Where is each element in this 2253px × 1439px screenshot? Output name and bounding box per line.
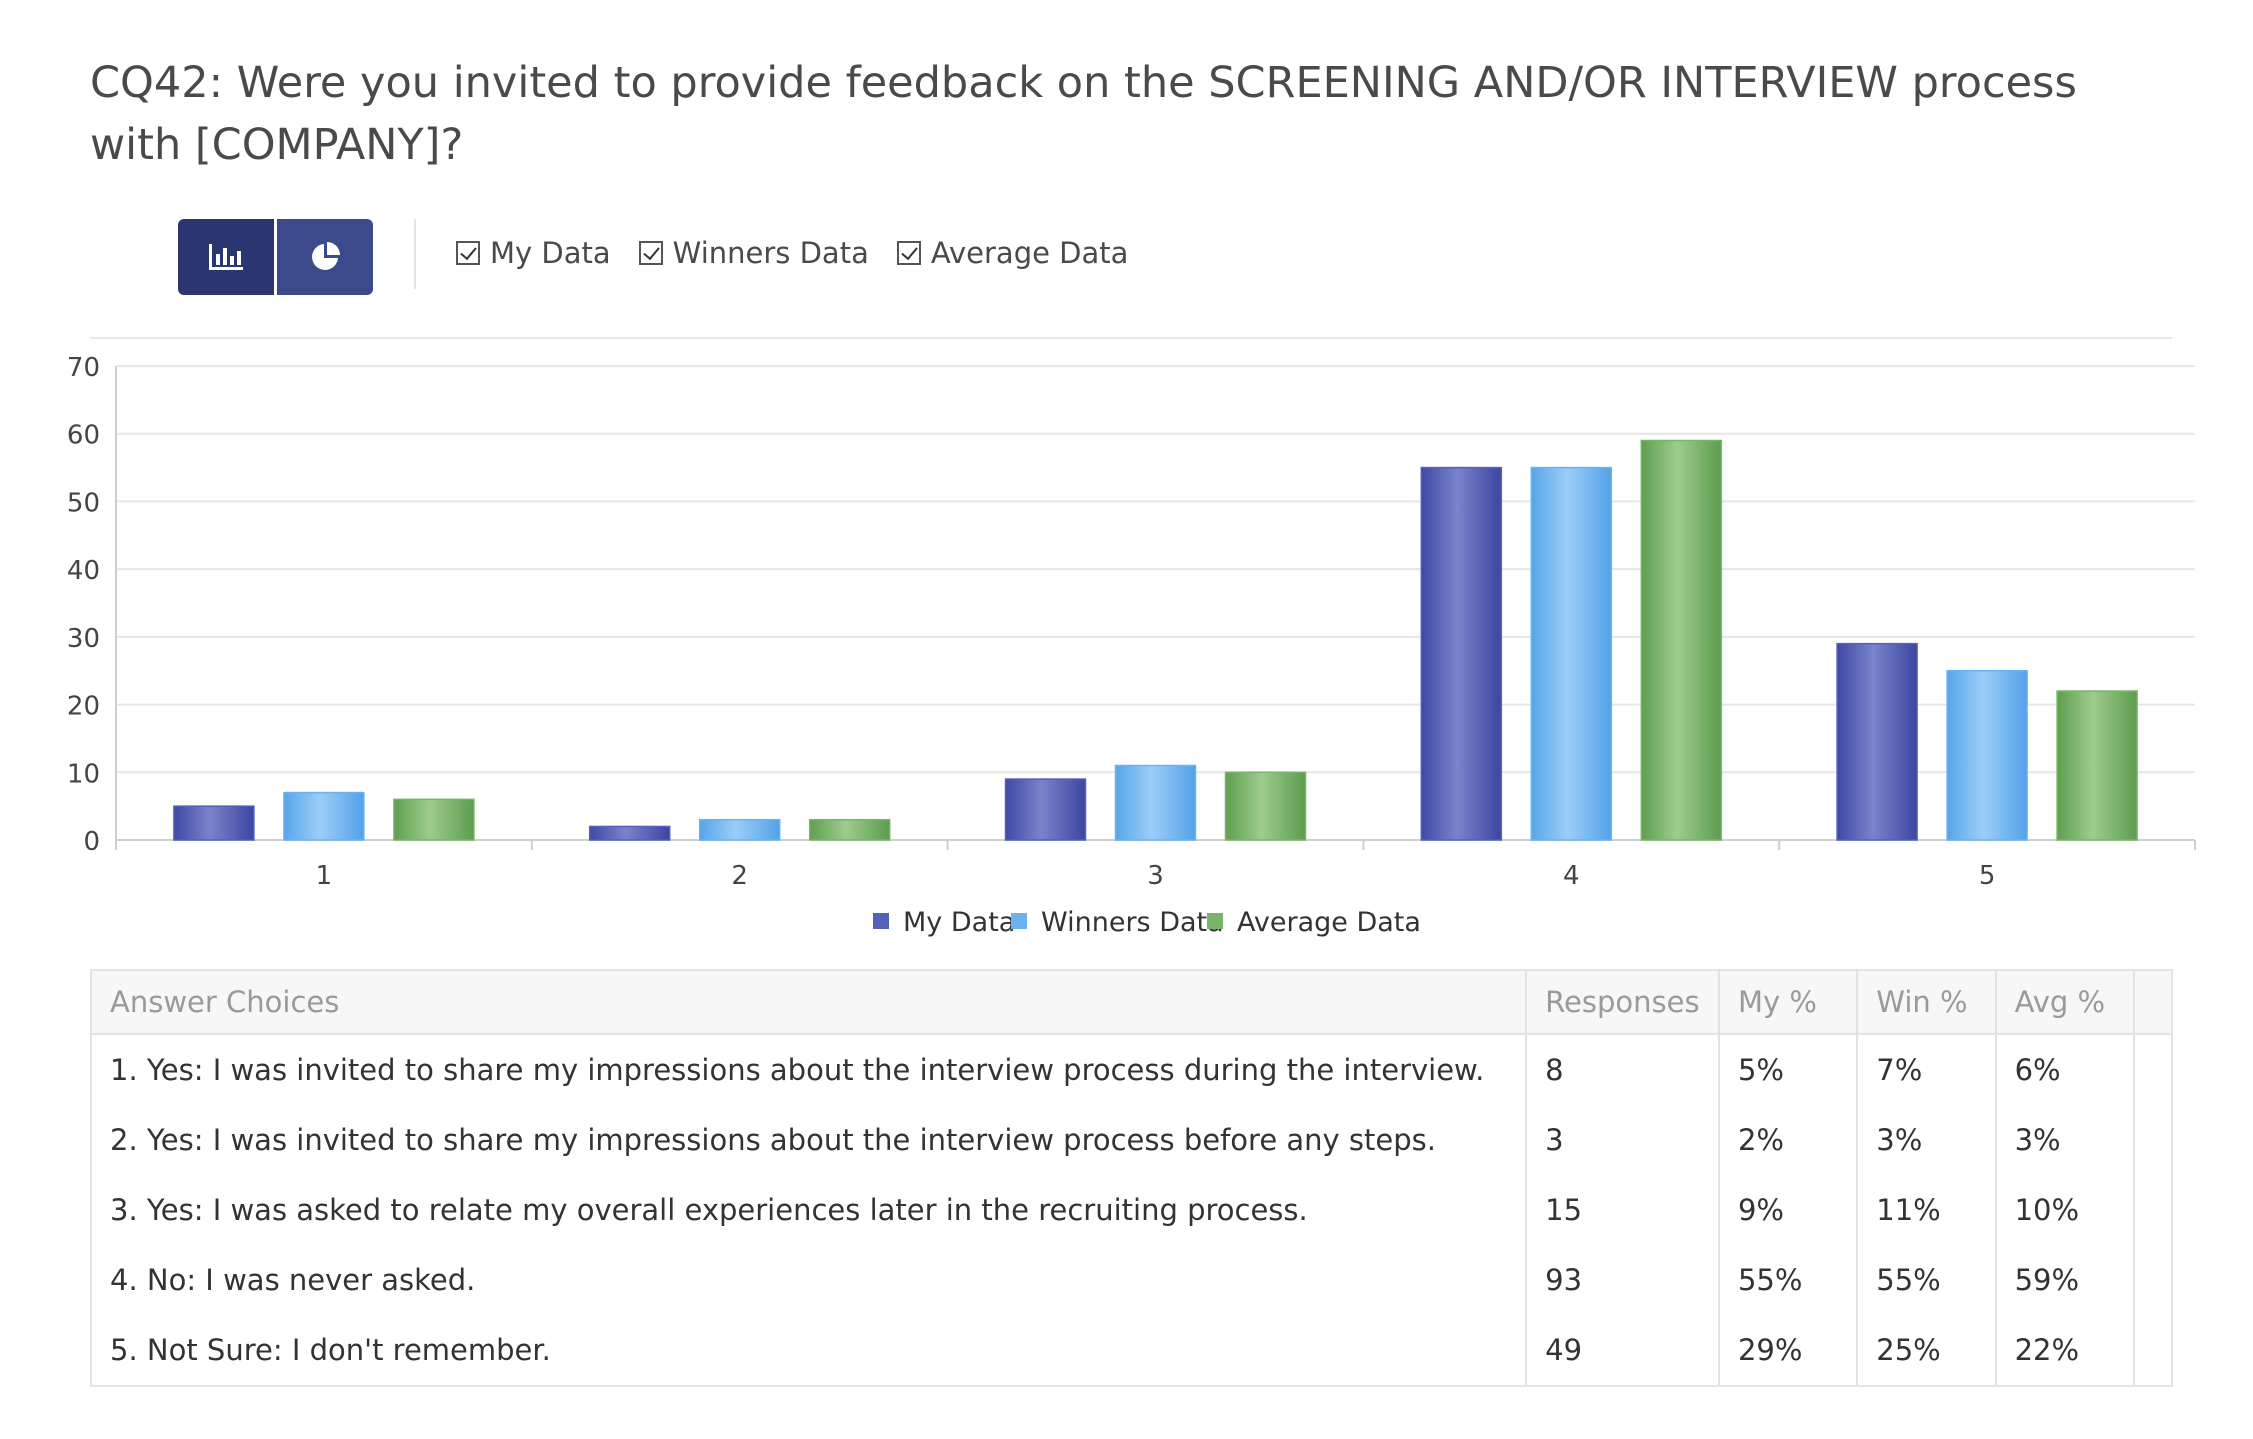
legend-label: Average Data <box>1237 907 1421 938</box>
table-row: 5. Not Sure: I don't remember. 49 29% 25… <box>89 1315 2174 1387</box>
bar-chart: 0 10 20 30 40 50 60 70 1 2 3 4 5 My Data Winners Data… <box>67 353 2196 938</box>
responses-cell: 93 <box>1525 1245 1720 1315</box>
page-title: CQ42: Were you invited to provide feedba… <box>90 58 2077 170</box>
spacer-cell <box>2132 1105 2174 1175</box>
header-responses[interactable]: Responses <box>1525 969 1720 1035</box>
header-my-percent[interactable]: My % <box>1717 969 1859 1035</box>
bar <box>1946 669 2028 841</box>
legend-swatch <box>1207 913 1223 929</box>
checkbox-icon[interactable] <box>638 241 663 265</box>
bar-chart-view-button[interactable] <box>178 219 274 295</box>
bar <box>1114 764 1197 841</box>
my-percent-cell: 5% <box>1717 1034 1859 1105</box>
answer-cell: 4. No: I was never asked. <box>89 1245 1528 1315</box>
legend-label: Winners Data <box>1041 907 1224 938</box>
toggle-average-data[interactable]: Average Data <box>896 236 1129 270</box>
bar <box>173 805 255 841</box>
responses-cell: 3 <box>1525 1105 1720 1175</box>
avg-percent-cell: 3% <box>1994 1105 2135 1175</box>
my-percent-cell: 9% <box>1717 1175 1859 1245</box>
win-percent-cell: 25% <box>1856 1315 1997 1387</box>
y-tick-label: 30 <box>67 624 100 654</box>
bar <box>393 798 475 841</box>
toggle-label: Winners Data <box>672 236 869 270</box>
win-percent-cell: 11% <box>1856 1175 1997 1245</box>
answer-cell: 3. Yes: I was asked to relate my overall… <box>89 1175 1528 1245</box>
chart-divider <box>90 337 2172 339</box>
bar <box>2056 690 2138 841</box>
table-header-row: Answer Choices Responses My % Win % Avg … <box>89 969 2174 1035</box>
toggle-label: My Data <box>490 236 611 270</box>
x-tick-label: 4 <box>1563 861 1580 891</box>
y-tick-label: 20 <box>67 692 100 722</box>
series-toggles: My Data Winners Data Average Data <box>456 236 1156 270</box>
bar-chart-icon <box>209 244 243 270</box>
x-tick-label: 5 <box>1979 861 1996 891</box>
spacer-cell <box>2132 1245 2174 1315</box>
header-avg-percent[interactable]: Avg % <box>1994 969 2135 1035</box>
avg-percent-cell: 59% <box>1994 1245 2135 1315</box>
bar <box>1004 778 1087 841</box>
bar <box>808 818 891 841</box>
table-row: 3. Yes: I was asked to relate my overall… <box>89 1175 2174 1245</box>
header-win-percent[interactable]: Win % <box>1856 969 1997 1035</box>
bar <box>698 818 781 841</box>
x-tick-label: 1 <box>316 861 333 891</box>
bar <box>283 791 365 841</box>
responses-cell: 8 <box>1525 1034 1720 1105</box>
y-tick-label: 0 <box>83 827 100 857</box>
responses-cell: 15 <box>1525 1175 1720 1245</box>
spacer-cell <box>2132 1175 2174 1245</box>
my-percent-cell: 29% <box>1717 1315 1859 1387</box>
y-tick-label: 50 <box>67 488 100 518</box>
win-percent-cell: 3% <box>1856 1105 1997 1175</box>
bar <box>1530 466 1613 841</box>
legend-swatch <box>873 913 889 929</box>
avg-percent-cell: 22% <box>1994 1315 2135 1387</box>
toolbar-divider <box>414 219 416 289</box>
pie-chart-icon <box>312 242 340 270</box>
y-tick-label: 40 <box>67 556 100 586</box>
toggle-my-data[interactable]: My Data <box>456 236 611 270</box>
legend-label: My Data <box>903 907 1015 938</box>
table-row: 1. Yes: I was invited to share my impres… <box>89 1034 2174 1105</box>
table-row: 2. Yes: I was invited to share my impres… <box>89 1105 2174 1175</box>
header-answer-choices[interactable]: Answer Choices <box>89 969 1528 1035</box>
avg-percent-cell: 10% <box>1994 1175 2135 1245</box>
win-percent-cell: 7% <box>1856 1034 1997 1105</box>
responses-cell: 49 <box>1525 1315 1720 1387</box>
bar <box>588 825 671 841</box>
x-tick-label: 2 <box>731 861 748 891</box>
answer-cell: 1. Yes: I was invited to share my impres… <box>89 1034 1528 1105</box>
spacer-cell <box>2132 1315 2174 1387</box>
x-tick-label: 3 <box>1147 861 1164 891</box>
my-percent-cell: 2% <box>1717 1105 1859 1175</box>
answer-cell: 5. Not Sure: I don't remember. <box>89 1315 1528 1387</box>
my-percent-cell: 55% <box>1717 1245 1859 1315</box>
bar <box>1836 642 1918 841</box>
pie-chart-view-button[interactable] <box>277 219 373 295</box>
toggle-label: Average Data <box>930 236 1129 270</box>
bar <box>1420 466 1503 841</box>
y-tick-label: 60 <box>67 421 100 451</box>
bar <box>1224 771 1307 841</box>
checkbox-icon[interactable] <box>896 241 921 265</box>
legend-swatch <box>1011 913 1027 929</box>
y-tick-label: 70 <box>67 353 100 383</box>
checkbox-icon[interactable] <box>456 241 480 265</box>
avg-percent-cell: 6% <box>1994 1034 2135 1105</box>
toggle-winners-data[interactable]: Winners Data <box>638 236 869 270</box>
answer-cell: 2. Yes: I was invited to share my impres… <box>89 1105 1528 1175</box>
y-tick-label: 10 <box>67 759 100 789</box>
results-table: Answer Choices Responses My % Win % Avg … <box>89 969 2174 1387</box>
header-spacer <box>2132 969 2174 1035</box>
view-toggle-group <box>178 219 376 295</box>
spacer-cell <box>2132 1034 2174 1105</box>
bar <box>1640 439 1723 841</box>
win-percent-cell: 55% <box>1856 1245 1997 1315</box>
table-row: 4. No: I was never asked. 93 55% 55% 59% <box>89 1245 2174 1315</box>
